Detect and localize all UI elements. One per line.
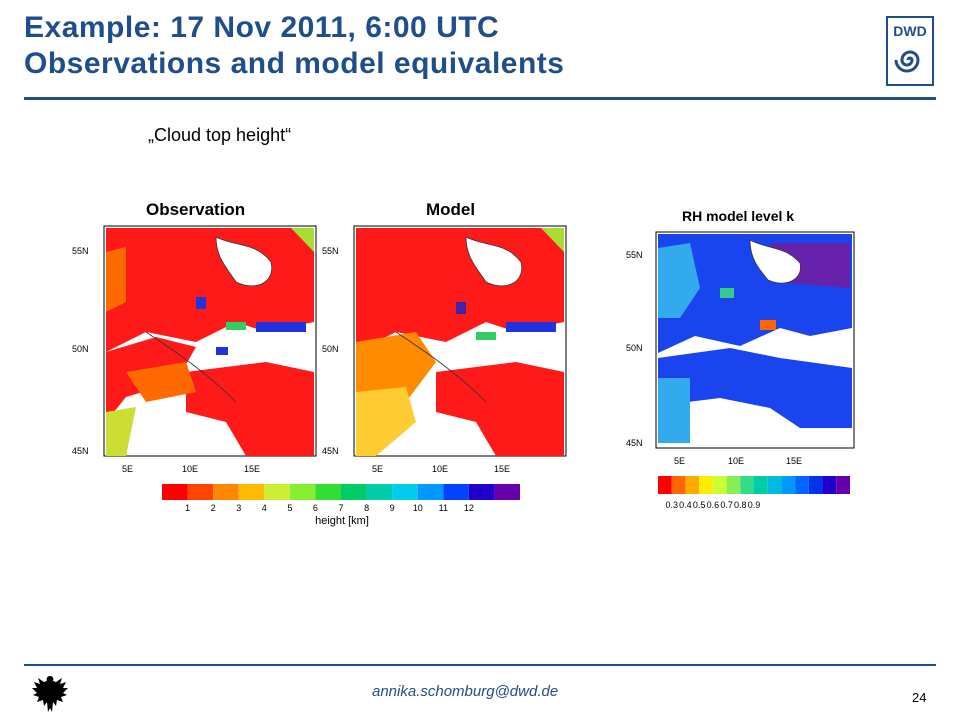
height-colorbar-swatch xyxy=(392,484,418,500)
rh-colorbar-tick-label: 0.6 xyxy=(707,500,720,510)
height-colorbar-ticks: 1 2 3 4 5 6 7 8 9 10 11 12 xyxy=(185,503,474,513)
height-colorbar: 1 2 3 4 5 6 7 8 9 10 11 12 height [km] xyxy=(162,484,520,527)
height-colorbar-tick-label: 1 xyxy=(185,503,190,513)
rh-colorbar-swatch xyxy=(767,476,782,494)
height-colorbar-swatch xyxy=(468,484,495,500)
height-colorbar-swatch xyxy=(494,484,520,500)
lat-label-50n: 50N xyxy=(626,343,643,353)
height-colorbar-tick-label: 5 xyxy=(287,503,292,513)
lon-label-5e: 5E xyxy=(122,464,133,474)
rh-colorbar-swatch xyxy=(699,476,713,494)
lat-label-55n: 55N xyxy=(72,246,89,256)
rh-colorbar-swatch xyxy=(822,476,837,494)
rh-colorbar-swatch xyxy=(726,476,741,494)
rh-colorbar-swatch xyxy=(836,476,850,494)
lon-label-15e: 15E xyxy=(244,464,260,474)
rh-colorbar-swatch xyxy=(712,476,727,494)
lon-label-10e: 10E xyxy=(728,456,744,466)
footer-divider xyxy=(24,664,936,666)
height-colorbar-swatch xyxy=(187,484,214,500)
rh-colorbar-tick-label: 0.3 xyxy=(665,500,678,510)
height-colorbar-tick-label: 2 xyxy=(211,503,216,513)
height-colorbar-tick-label: 12 xyxy=(464,503,474,513)
height-colorbar-tick-label: 11 xyxy=(439,503,448,513)
lon-label-10e: 10E xyxy=(432,464,448,474)
lon-label-15e: 15E xyxy=(494,464,510,474)
rh-colorbar-tick-label: 0.4 xyxy=(679,500,692,510)
height-colorbar-swatch xyxy=(162,484,188,500)
lat-label-50n: 50N xyxy=(72,344,89,354)
height-colorbar-swatches xyxy=(162,484,520,500)
height-colorbar-tick-label: 9 xyxy=(390,503,395,513)
rh-colorbar-swatch xyxy=(740,476,754,494)
lon-label-15e: 15E xyxy=(786,456,802,466)
slide-subtitle: „Cloud top height“ xyxy=(148,125,292,145)
height-colorbar-swatch xyxy=(341,484,367,500)
rh-colorbar-swatch xyxy=(754,476,768,494)
height-colorbar-tick-label: 8 xyxy=(364,503,369,513)
logo-text: DWD xyxy=(893,23,926,39)
rh-map: 55N 50N 45N 5E 10E 15E xyxy=(626,231,855,466)
slide-title: Example: 17 Nov 2011, 6:00 UTC Observati… xyxy=(24,10,564,82)
header-divider xyxy=(24,97,936,100)
footer-email: annika.schomburg@dwd.de xyxy=(372,683,559,700)
lat-label-55n: 55N xyxy=(322,246,339,256)
rh-colorbar-swatch xyxy=(795,476,809,494)
rh-colorbar-tick-label: 0.9 xyxy=(748,500,761,510)
height-colorbar-swatch xyxy=(417,484,444,500)
title-line-2: Observations and model equivalents xyxy=(24,47,565,80)
rh-colorbar-swatch xyxy=(658,476,672,494)
height-colorbar-tick-label: 10 xyxy=(413,503,423,513)
lat-label-55n: 55N xyxy=(626,250,643,260)
rh-colorbar-swatch xyxy=(685,476,700,494)
rh-colorbar-ticks: 0.3 0.4 0.5 0.6 0.7 0.8 0.9 xyxy=(665,500,760,510)
height-colorbar-tick-label: 6 xyxy=(313,503,318,513)
rh-colorbar-swatch xyxy=(808,476,823,494)
rh-colorbar-swatch xyxy=(671,476,686,494)
panel-title-model: Model xyxy=(426,200,476,219)
rh-colorbar-tick-label: 0.5 xyxy=(693,500,706,510)
height-colorbar-swatch xyxy=(238,484,265,500)
height-colorbar-swatch xyxy=(264,484,290,500)
model-map: 55N 50N 45N 5E 10E 15E xyxy=(322,225,567,474)
dwd-logo: DWD xyxy=(886,16,934,86)
swirl-icon xyxy=(894,50,920,73)
rh-colorbar-swatches xyxy=(658,476,850,494)
rh-colorbar-tick-label: 0.7 xyxy=(720,500,733,510)
height-colorbar-swatch xyxy=(289,484,316,500)
rh-colorbar-tick-label: 0.8 xyxy=(734,500,747,510)
height-colorbar-swatch xyxy=(443,484,469,500)
lat-label-45n: 45N xyxy=(626,438,643,448)
lat-label-45n: 45N xyxy=(72,446,89,456)
lon-label-10e: 10E xyxy=(182,464,198,474)
lat-label-45n: 45N xyxy=(322,446,339,456)
title-line-1: Example: 17 Nov 2011, 6:00 UTC xyxy=(24,11,500,44)
height-colorbar-tick-label: 3 xyxy=(236,503,241,513)
lon-label-5e: 5E xyxy=(674,456,685,466)
rh-colorbar: 0.3 0.4 0.5 0.6 0.7 0.8 0.9 xyxy=(658,476,850,510)
panel-title-rh: RH model level k xyxy=(682,208,795,224)
height-colorbar-tick-label: 4 xyxy=(262,503,267,513)
page-number: 24 xyxy=(912,690,927,705)
height-colorbar-swatch xyxy=(315,484,341,500)
lon-label-5e: 5E xyxy=(372,464,383,474)
rh-colorbar-swatch xyxy=(781,476,796,494)
panel-title-observation: Observation xyxy=(146,200,246,219)
observation-map: 55N 50N 45N 5E 10E 15E xyxy=(72,225,317,474)
height-colorbar-swatch xyxy=(213,484,239,500)
height-colorbar-swatch xyxy=(366,484,393,500)
height-colorbar-label: height [km] xyxy=(315,515,369,527)
federal-eagle-icon xyxy=(32,676,68,712)
height-colorbar-tick-label: 7 xyxy=(338,503,343,513)
lat-label-50n: 50N xyxy=(322,344,339,354)
